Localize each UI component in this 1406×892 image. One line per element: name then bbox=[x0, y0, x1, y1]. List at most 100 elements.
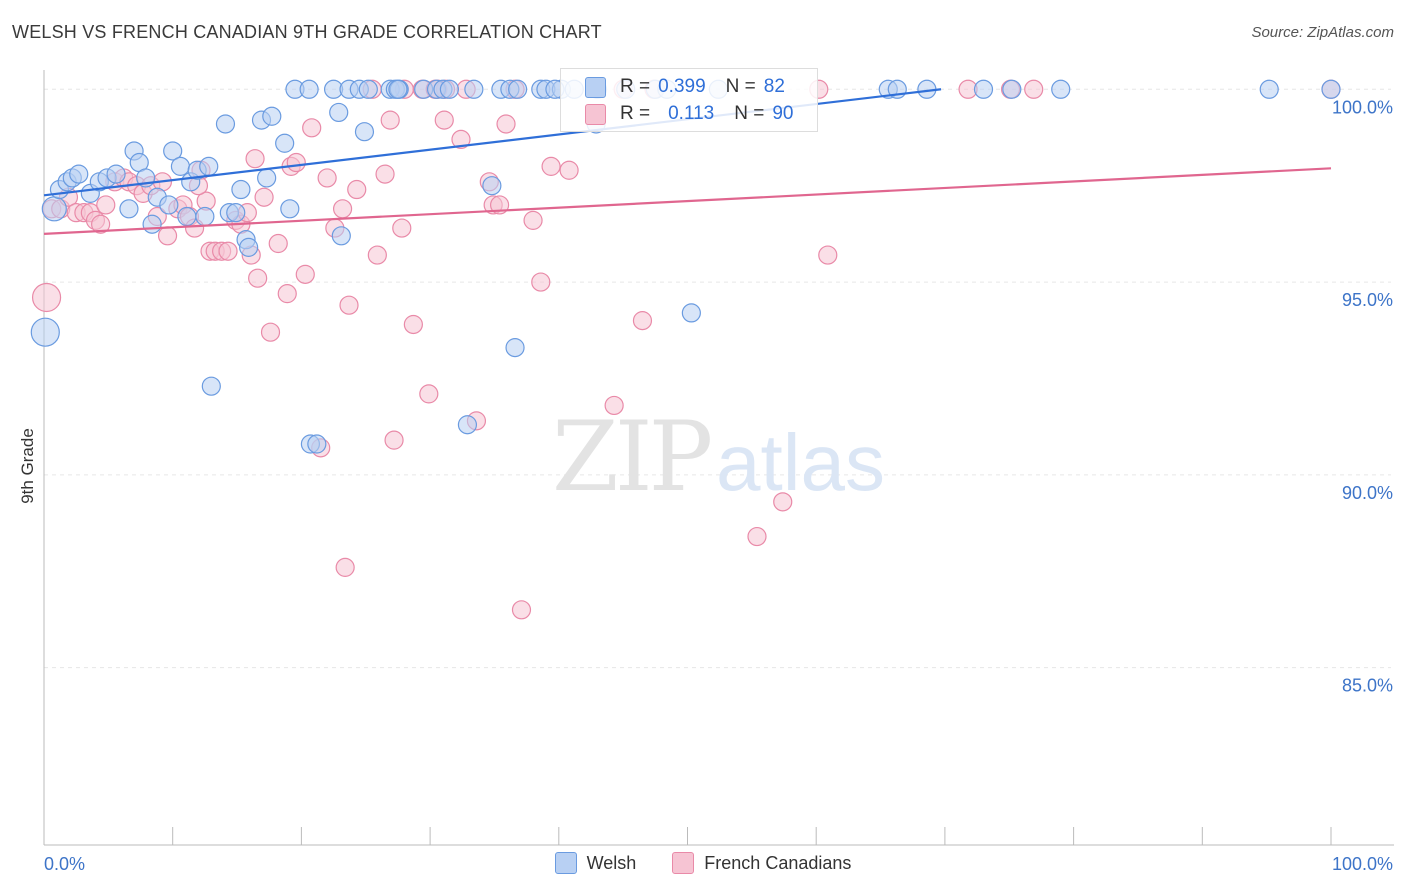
french-canadian-point bbox=[434, 110, 454, 130]
welsh-r-label: R = bbox=[620, 76, 651, 97]
french-canadian-point bbox=[254, 187, 274, 207]
stats-row-french-canadians: R = 0.113 N = 90 bbox=[585, 100, 794, 128]
stats-row-welsh: R = 0.399 N = 82 bbox=[585, 73, 785, 101]
welsh-point bbox=[262, 106, 282, 126]
legend-swatch-welsh bbox=[554, 852, 577, 874]
french-canadian-trend-line bbox=[43, 167, 1332, 235]
welsh-point bbox=[329, 102, 349, 123]
french-canadian-point bbox=[559, 160, 579, 180]
french-canadian-point bbox=[403, 314, 423, 335]
legend-item-french-canadians[interactable]: French Canadians bbox=[672, 852, 851, 874]
french-canadian-point bbox=[511, 600, 532, 620]
welsh-point bbox=[973, 79, 994, 99]
welsh-point bbox=[1259, 79, 1279, 99]
french-canadian-point bbox=[286, 152, 306, 173]
french-r-value: 0.113 bbox=[668, 103, 715, 124]
french-canadian-point bbox=[380, 110, 400, 130]
welsh-point bbox=[354, 122, 375, 142]
welsh-point bbox=[280, 199, 300, 219]
french-canadian-point bbox=[302, 118, 322, 138]
watermark-atlas: atlas bbox=[716, 418, 885, 507]
welsh-point bbox=[119, 199, 139, 219]
french-canadian-point bbox=[277, 284, 297, 304]
chart-legend: Welsh French Canadians bbox=[0, 852, 1406, 874]
french-canadian-point bbox=[375, 164, 395, 184]
french-canadian-point bbox=[96, 195, 116, 215]
welsh-point bbox=[163, 141, 183, 161]
french-n-value: 90 bbox=[772, 103, 794, 124]
french-canadian-point bbox=[384, 430, 404, 450]
y-tick-label: 95.0% bbox=[1342, 290, 1393, 310]
welsh-point bbox=[215, 114, 236, 134]
welsh-point bbox=[226, 203, 246, 223]
welsh-point bbox=[275, 133, 295, 153]
welsh-point bbox=[106, 164, 126, 184]
welsh-point bbox=[69, 164, 89, 184]
welsh-point bbox=[1321, 79, 1341, 99]
welsh-point bbox=[1051, 79, 1071, 99]
french-canadian-point bbox=[1024, 79, 1044, 99]
french-canadian-point bbox=[260, 322, 281, 342]
welsh-point bbox=[299, 79, 319, 99]
french-canadian-point bbox=[218, 241, 238, 261]
welsh-swatch bbox=[585, 76, 606, 98]
french-canadian-point bbox=[632, 311, 653, 331]
french-canadian-point bbox=[339, 295, 359, 315]
french-canadian-point bbox=[332, 199, 353, 219]
x-tick-label-left: 0.0% bbox=[44, 854, 85, 874]
chart-source: Source: ZipAtlas.com bbox=[1251, 24, 1394, 41]
welsh-point bbox=[439, 79, 460, 99]
y-tick-label: 85.0% bbox=[1342, 676, 1393, 696]
welsh-point bbox=[358, 79, 378, 99]
welsh-point bbox=[201, 376, 221, 396]
welsh-point bbox=[508, 79, 528, 99]
welsh-point bbox=[199, 156, 219, 176]
legend-item-welsh[interactable]: Welsh bbox=[554, 852, 637, 874]
french-canadian-point bbox=[523, 210, 543, 230]
welsh-point bbox=[195, 206, 215, 227]
french-canadian-point bbox=[157, 226, 178, 246]
legend-swatch-french-canadians bbox=[672, 852, 695, 874]
welsh-point bbox=[681, 303, 701, 323]
welsh-point bbox=[1002, 79, 1022, 99]
french-r-label: R = bbox=[620, 103, 651, 124]
legend-label-french-canadians: French Canadians bbox=[704, 852, 852, 873]
welsh-n-label: N = bbox=[725, 76, 756, 97]
x-tick-label-right: 100.0% bbox=[1332, 854, 1393, 874]
welsh-point bbox=[41, 196, 67, 222]
french-canadian-point bbox=[818, 245, 838, 265]
french-n-label: N = bbox=[734, 103, 765, 124]
french-canadian-point bbox=[747, 526, 767, 547]
french-canadian-point bbox=[248, 268, 268, 288]
welsh-point bbox=[231, 179, 251, 200]
french-canadian-point bbox=[268, 233, 288, 254]
french-canadian-point bbox=[496, 114, 516, 134]
welsh-point bbox=[388, 79, 408, 99]
french-canadian-point bbox=[392, 218, 412, 238]
french-canadian-point bbox=[419, 384, 439, 404]
french-canadian-point bbox=[91, 214, 111, 234]
french-canadian-point bbox=[451, 129, 471, 150]
french-canadians-swatch bbox=[585, 103, 606, 125]
welsh-point bbox=[505, 338, 525, 358]
welsh-r-value: 0.399 bbox=[658, 76, 706, 97]
french-canadian-point bbox=[531, 272, 551, 292]
welsh-n-value: 82 bbox=[763, 76, 785, 97]
y-tick-label: 90.0% bbox=[1342, 483, 1393, 503]
french-canadian-point bbox=[367, 245, 387, 265]
welsh-point bbox=[30, 317, 60, 347]
legend-label-welsh: Welsh bbox=[586, 852, 637, 873]
watermark-zip: ZIP bbox=[552, 401, 711, 513]
stats-legend-box: R = 0.399 N = 82 R = 0.113 N = 90 bbox=[560, 68, 818, 132]
welsh-point bbox=[482, 176, 502, 196]
french-canadian-point bbox=[604, 395, 624, 416]
welsh-point bbox=[464, 79, 484, 99]
french-canadian-point bbox=[347, 179, 367, 200]
welsh-point bbox=[170, 156, 191, 176]
french-canadian-point bbox=[245, 149, 265, 169]
welsh-point bbox=[177, 206, 197, 227]
welsh-point bbox=[331, 226, 351, 246]
welsh-point bbox=[257, 168, 277, 188]
y-tick-label: 100.0% bbox=[1332, 97, 1393, 117]
